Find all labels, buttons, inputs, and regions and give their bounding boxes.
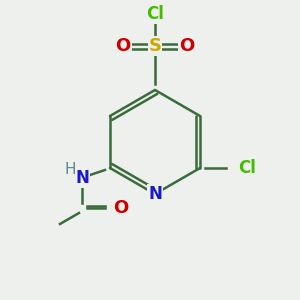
- Text: O: O: [116, 37, 130, 55]
- Text: S: S: [148, 37, 161, 55]
- Text: N: N: [75, 169, 89, 187]
- Text: N: N: [148, 185, 162, 203]
- Text: Cl: Cl: [238, 159, 256, 177]
- Text: H: H: [64, 163, 76, 178]
- Text: Cl: Cl: [146, 5, 164, 23]
- Text: O: O: [113, 199, 128, 217]
- Text: O: O: [179, 37, 195, 55]
